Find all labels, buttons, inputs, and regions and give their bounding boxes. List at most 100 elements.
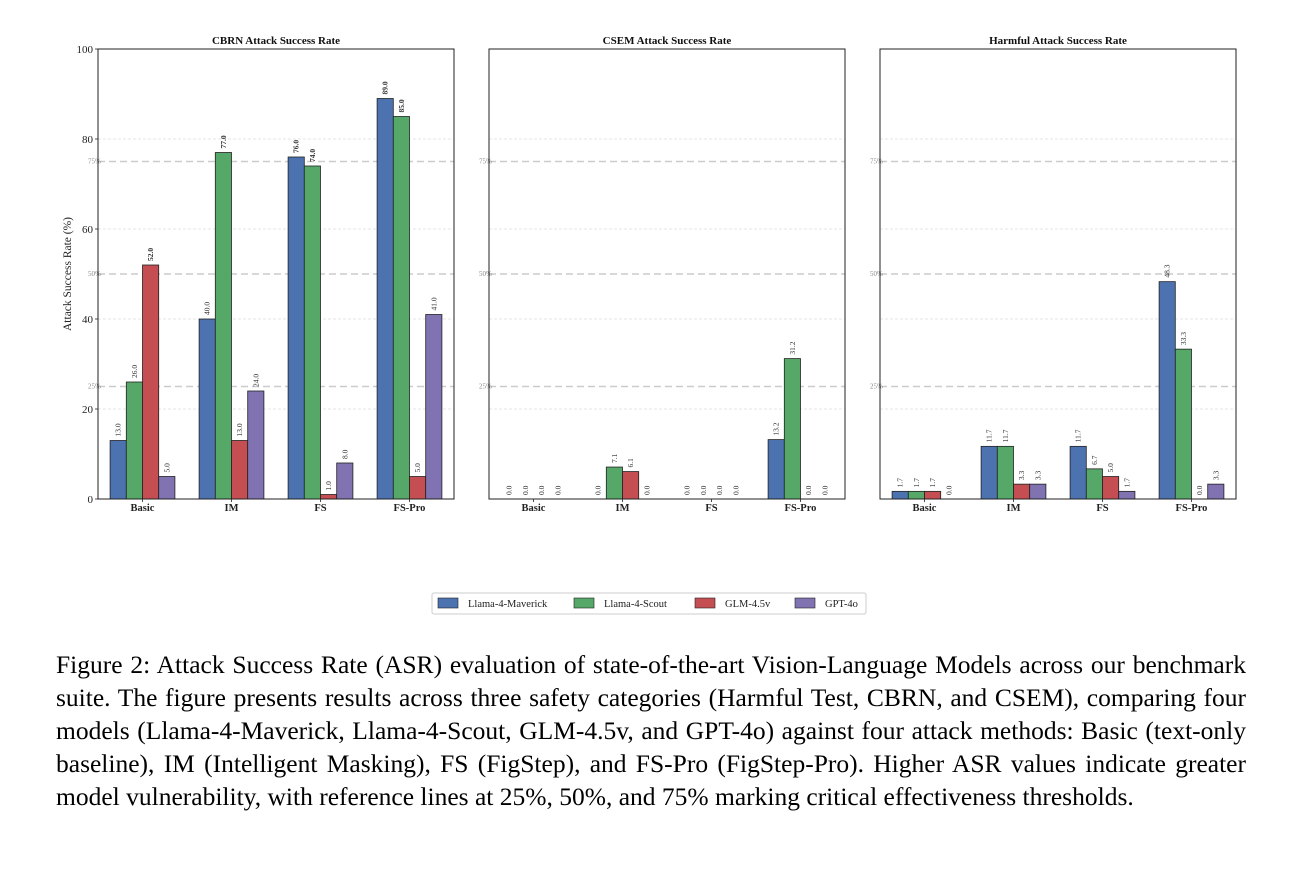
plot-frame bbox=[97, 48, 455, 500]
figure-caption: Figure 2: Attack Success Rate (ASR) eval… bbox=[56, 650, 1246, 811]
plot-frame bbox=[488, 48, 846, 500]
bar bbox=[125, 381, 143, 500]
data-label: 76.0 bbox=[292, 140, 301, 153]
y-tick-label: 80 bbox=[82, 134, 94, 146]
figure: 25% 50% 75% 13.0 40.0 76.0 89.0 26.0 77.0 74.0 85.… bbox=[62, 35, 1237, 615]
bar bbox=[142, 264, 160, 500]
data-label: 0.0 bbox=[804, 485, 813, 495]
data-label: 85.0 bbox=[397, 99, 406, 112]
chart-panel-1: 25% 50% 75% 13.0 40.0 76.0 89.0 26.0 77.0 74.0 85.… bbox=[62, 35, 455, 514]
bar bbox=[392, 116, 410, 500]
chart-title: CBRN Attack Success Rate bbox=[212, 35, 340, 47]
bar bbox=[409, 476, 427, 500]
data-label: 0.0 bbox=[521, 485, 530, 495]
data-label: 5.0 bbox=[1106, 463, 1115, 473]
y-tick-label: 0 bbox=[88, 494, 94, 506]
bar bbox=[767, 439, 785, 500]
bar bbox=[622, 471, 640, 500]
data-label: 0.0 bbox=[553, 485, 562, 495]
data-label: 31.2 bbox=[788, 341, 797, 354]
data-label: 1.7 bbox=[896, 478, 905, 488]
data-label: 6.7 bbox=[1090, 455, 1099, 465]
data-label: 3.3 bbox=[1017, 471, 1026, 481]
data-label: 3.3 bbox=[1211, 471, 1220, 481]
bar bbox=[158, 476, 176, 500]
legend-swatch bbox=[794, 597, 816, 609]
bar bbox=[996, 445, 1014, 500]
bar bbox=[1102, 476, 1120, 500]
reference-line-label: 75% bbox=[479, 158, 492, 166]
data-label: 0.0 bbox=[1195, 485, 1204, 495]
data-label: 1.7 bbox=[912, 478, 921, 488]
legend-swatch bbox=[573, 597, 595, 609]
chart-title: CSEM Attack Success Rate bbox=[603, 35, 732, 47]
data-label: 0.0 bbox=[594, 485, 603, 495]
data-label: 13.0 bbox=[114, 423, 123, 436]
legend-box bbox=[431, 592, 867, 615]
legend-label: Llama-4-Maverick bbox=[468, 599, 548, 610]
bar bbox=[336, 462, 354, 500]
x-tick-label: FS-Pro bbox=[1176, 503, 1208, 514]
bar bbox=[247, 390, 265, 500]
data-label: 11.7 bbox=[985, 429, 994, 442]
data-label: 13.0 bbox=[235, 423, 244, 436]
data-label: 77.0 bbox=[219, 135, 228, 148]
data-label: 5.0 bbox=[162, 463, 171, 473]
data-label: 48.3 bbox=[1163, 264, 1172, 277]
data-label: 52.0 bbox=[146, 248, 155, 261]
bar bbox=[1029, 483, 1047, 500]
data-label: 33.3 bbox=[1179, 332, 1188, 345]
bar bbox=[287, 156, 305, 500]
chart-panel-3: 25% 50% 75% 1.7 11.7 11.7 48.3 1.7 11.7 6.7 33.3 1.… bbox=[870, 35, 1237, 514]
x-tick-label: IM bbox=[1007, 503, 1021, 514]
legend-swatch bbox=[437, 597, 459, 609]
x-tick-label: Basic bbox=[522, 503, 546, 514]
data-label: 11.7 bbox=[1074, 429, 1083, 442]
y-tick-label: 100 bbox=[77, 44, 94, 56]
data-label: 0.0 bbox=[820, 485, 829, 495]
legend-label: GPT-4o bbox=[825, 599, 858, 610]
bar bbox=[1085, 468, 1103, 500]
plot-frame bbox=[879, 48, 1237, 500]
bar bbox=[605, 466, 623, 500]
bar bbox=[783, 358, 801, 500]
bar bbox=[214, 152, 232, 500]
bar bbox=[198, 318, 216, 500]
data-label: 89.0 bbox=[381, 81, 390, 94]
data-label: 0.0 bbox=[537, 485, 546, 495]
data-label: 8.0 bbox=[340, 449, 349, 459]
bar bbox=[1013, 483, 1031, 500]
data-label: 7.1 bbox=[610, 453, 619, 463]
reference-line-label: 25% bbox=[88, 383, 101, 391]
bar bbox=[924, 490, 942, 500]
data-label: 41.0 bbox=[429, 297, 438, 310]
data-label: 3.3 bbox=[1033, 471, 1042, 481]
data-label: 0.0 bbox=[642, 485, 651, 495]
bar bbox=[425, 314, 443, 500]
reference-line-label: 75% bbox=[88, 158, 101, 166]
bar bbox=[109, 440, 127, 500]
data-label: 0.0 bbox=[731, 485, 740, 495]
data-label: 0.0 bbox=[944, 485, 953, 495]
legend-label: GLM-4.5v bbox=[725, 599, 771, 610]
y-tick-label: 40 bbox=[82, 314, 94, 326]
data-label: 13.2 bbox=[772, 422, 781, 435]
x-tick-label: Basic bbox=[131, 503, 155, 514]
reference-line-label: 50% bbox=[479, 270, 492, 278]
x-tick-label: FS bbox=[1096, 503, 1108, 514]
data-label: 1.0 bbox=[324, 481, 333, 491]
x-tick-label: FS-Pro bbox=[785, 503, 817, 514]
reference-line-label: 50% bbox=[88, 270, 101, 278]
data-label: 0.0 bbox=[505, 485, 514, 495]
bar bbox=[980, 445, 998, 500]
bar bbox=[1158, 281, 1176, 500]
bar bbox=[231, 440, 249, 500]
data-label: 1.7 bbox=[1122, 478, 1131, 488]
bar bbox=[1207, 483, 1225, 500]
data-label: 0.0 bbox=[683, 485, 692, 495]
data-label: 11.7 bbox=[1001, 429, 1010, 442]
legend-swatch bbox=[694, 597, 716, 609]
data-label: 24.0 bbox=[251, 374, 260, 387]
reference-line-label: 50% bbox=[870, 270, 883, 278]
chart-panel-2: 25% 50% 75% 0.0 0.0 0.0 13.2 0.0 7.1 0.0 31.2 0.0 6.… bbox=[479, 35, 846, 514]
